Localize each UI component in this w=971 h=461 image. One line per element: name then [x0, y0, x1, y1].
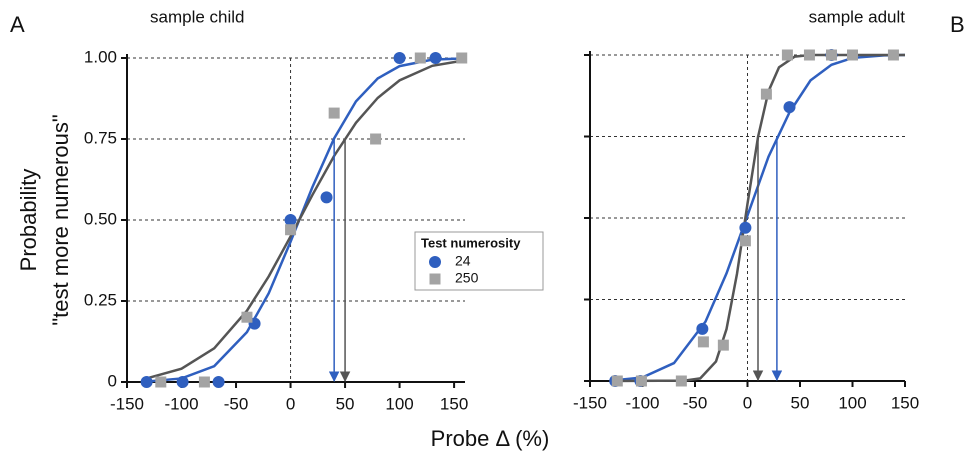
x-tick-label: -150 [110, 394, 144, 413]
panel-title: sample adult [809, 7, 906, 26]
data-point [320, 191, 333, 204]
data-point [739, 221, 752, 234]
x-axis-label: Probe Δ (%) [431, 426, 550, 451]
x-tick-label: -150 [573, 393, 607, 412]
data-point [140, 376, 153, 388]
legend-marker [429, 273, 441, 285]
x-tick-label: -100 [165, 394, 199, 413]
data-point [393, 52, 406, 64]
panel-letter: A [10, 12, 25, 37]
data-point [717, 339, 729, 351]
y-tick-label: 0.25 [84, 290, 117, 309]
data-point [241, 311, 253, 323]
legend-marker [429, 256, 441, 268]
data-point [155, 376, 167, 388]
data-point [696, 322, 709, 335]
x-tick-label: -50 [224, 394, 249, 413]
data-point [783, 101, 796, 114]
y-axis-label: Probability [16, 169, 41, 272]
x-tick-label: 150 [440, 394, 468, 413]
x-tick-label: 150 [891, 393, 919, 412]
x-tick-label: 100 [385, 394, 413, 413]
y-axis-label: "test more numerous" [48, 114, 73, 325]
y-tick-label: 0.75 [84, 128, 117, 147]
data-point [675, 375, 687, 387]
data-point [887, 49, 899, 61]
data-point [284, 214, 297, 226]
data-point [697, 336, 709, 348]
data-point [198, 376, 210, 388]
data-point [739, 235, 751, 247]
fit-curve [610, 53, 905, 383]
data-point [760, 88, 772, 100]
data-point [429, 52, 442, 64]
panel-title: sample child [150, 7, 245, 26]
x-tick-label: 0 [286, 394, 295, 413]
data-point [176, 376, 189, 388]
data-point [370, 133, 382, 145]
data-point [328, 107, 340, 119]
data-point [414, 52, 426, 64]
data-point [826, 49, 837, 61]
y-tick-label: 1.00 [84, 47, 117, 66]
x-tick-label: 0 [743, 393, 752, 412]
x-tick-label: 50 [791, 393, 810, 412]
x-tick-label: -100 [625, 393, 659, 412]
legend-label: 24 [455, 253, 471, 269]
data-point [847, 49, 858, 61]
data-point [285, 224, 297, 236]
panel-letter: B [950, 12, 965, 37]
data-point [781, 49, 793, 61]
y-tick-label: 0.50 [84, 209, 117, 228]
fit-curve [148, 59, 466, 379]
x-tick-label: 50 [336, 394, 355, 413]
legend-title: Test numerosity [421, 235, 521, 250]
x-tick-label: 100 [838, 393, 866, 412]
data-point [212, 376, 225, 388]
data-point [611, 375, 623, 387]
x-tick-label: -50 [683, 393, 708, 412]
data-point [456, 52, 468, 64]
data-point [803, 49, 815, 61]
legend-label: 250 [455, 270, 479, 286]
data-point [635, 375, 647, 387]
fit-curve [148, 57, 466, 383]
y-tick-label: 0 [108, 371, 117, 390]
